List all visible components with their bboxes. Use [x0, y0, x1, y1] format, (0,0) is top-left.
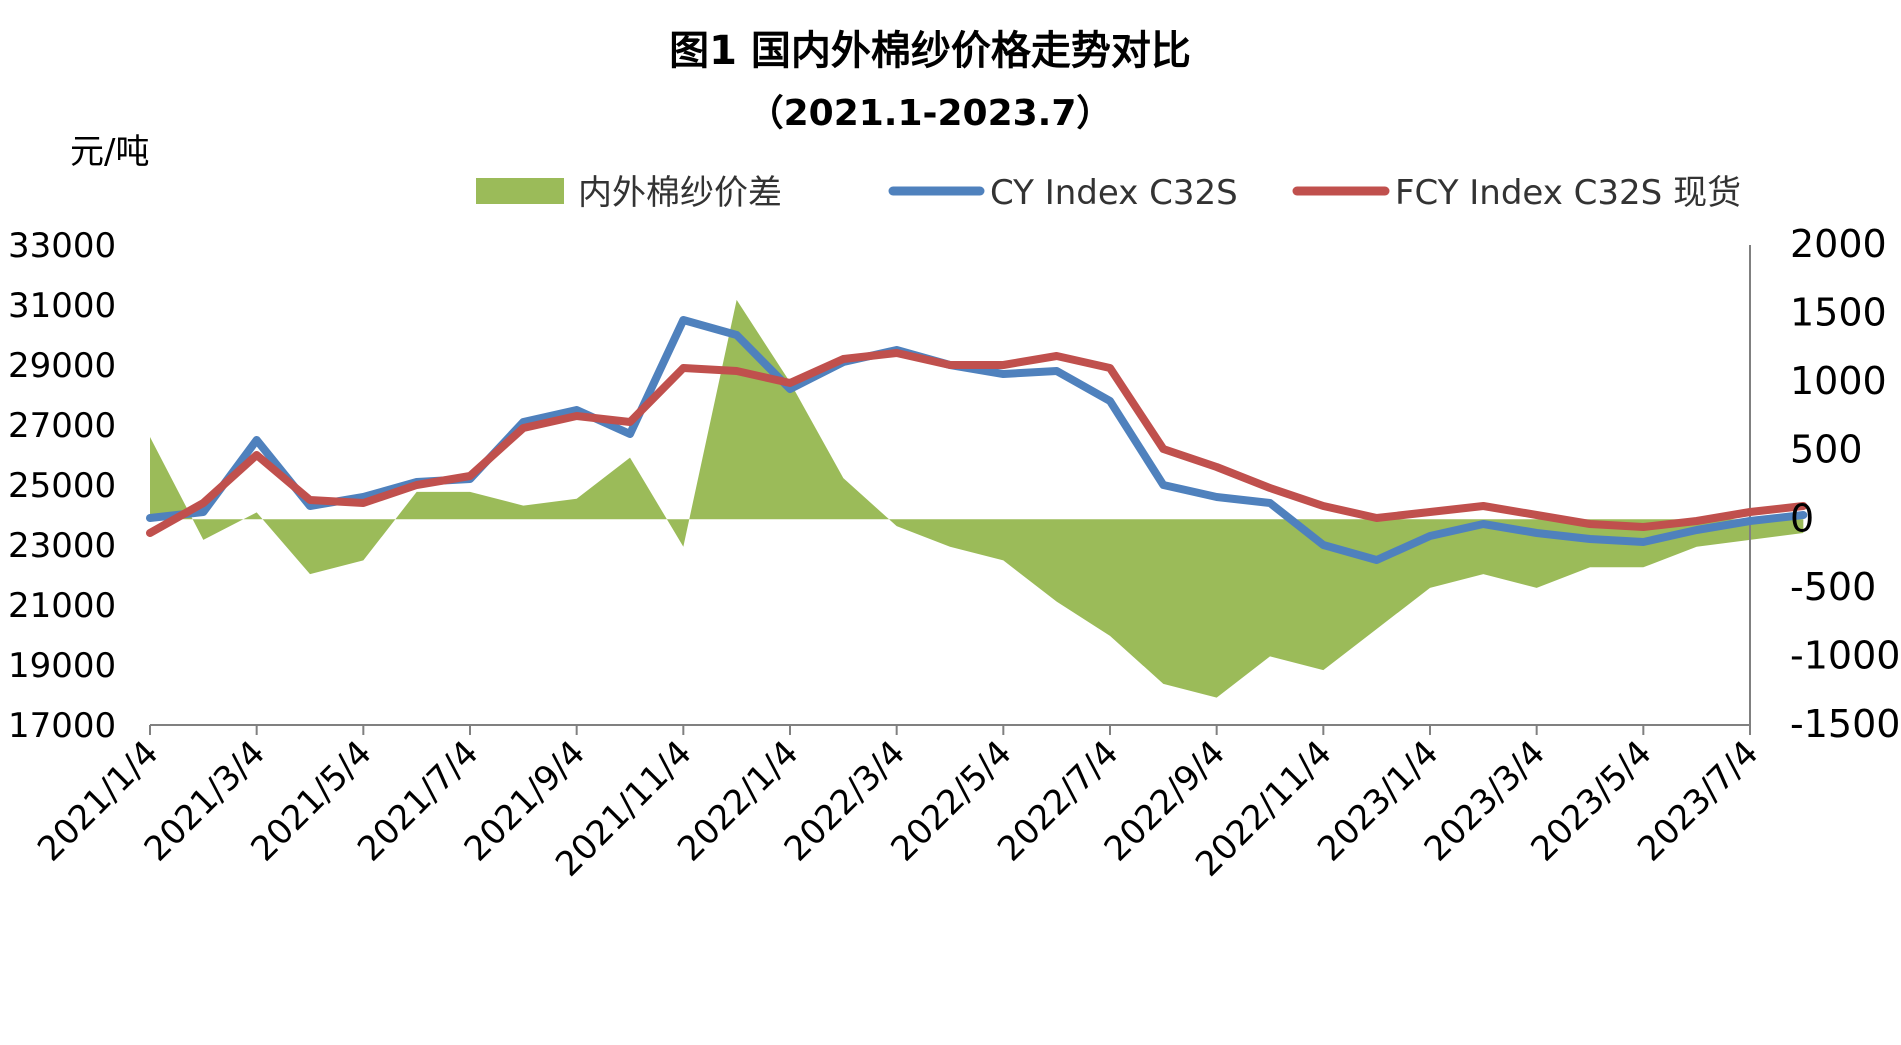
right-y-tick-label: 2000 [1790, 222, 1887, 266]
chart-subtitle: （2021.1-2023.7） [748, 93, 1113, 134]
left-y-tick-label: 21000 [8, 586, 116, 626]
right-y-tick-label: -1500 [1790, 702, 1900, 746]
axes [150, 245, 1751, 726]
left-y-tick-label: 25000 [8, 466, 116, 506]
right-y-tick-label: 1500 [1790, 291, 1887, 335]
right-y-tick-label: -1000 [1790, 633, 1900, 677]
series-line-2 [146, 349, 1808, 537]
right-y-tick-label: 1000 [1790, 359, 1887, 403]
left-y-tick-label: 27000 [8, 406, 116, 446]
left-y-tick-label: 17000 [8, 706, 116, 746]
right-y-tick-label: 500 [1790, 428, 1863, 472]
left-y-tick-label: 33000 [8, 226, 116, 266]
right-y-tick-label: 0 [1790, 496, 1814, 540]
legend-label-spread: 内外棉纱价差 [578, 173, 782, 213]
right-y-tick-label: -500 [1790, 565, 1876, 609]
x-axis-ticks: 2021/1/42021/3/42021/5/42021/7/42021/9/4… [30, 725, 1766, 885]
legend-label-cy: CY Index C32S [990, 173, 1238, 213]
left-y-tick-label: 31000 [8, 286, 116, 326]
left-y-axis-ticks: 33000 31000 29000 27000 25000 23000 21000 19000… [8, 226, 116, 746]
left-y-tick-label: 23000 [8, 526, 116, 566]
series-area-0 [150, 299, 1804, 698]
legend-swatch-spread [476, 178, 564, 204]
left-y-tick-label: 29000 [8, 346, 116, 386]
y-axis-label: 元/吨 [70, 132, 149, 172]
spread-area-series [150, 299, 1804, 698]
chart-title: 图1 国内外棉纱价格走势对比 [669, 28, 1191, 74]
left-y-tick-label: 19000 [8, 646, 116, 686]
legend-label-fcy: FCY Index C32S 现货 [1395, 173, 1741, 213]
legend: 内外棉纱价差 CY Index C32S FCY Index C32S 现货 [476, 173, 1741, 213]
price-line-series [146, 316, 1808, 564]
right-y-axis-ticks: 2000 1500 1000 500 0 -500 -1000 -1500 [1790, 222, 1900, 746]
